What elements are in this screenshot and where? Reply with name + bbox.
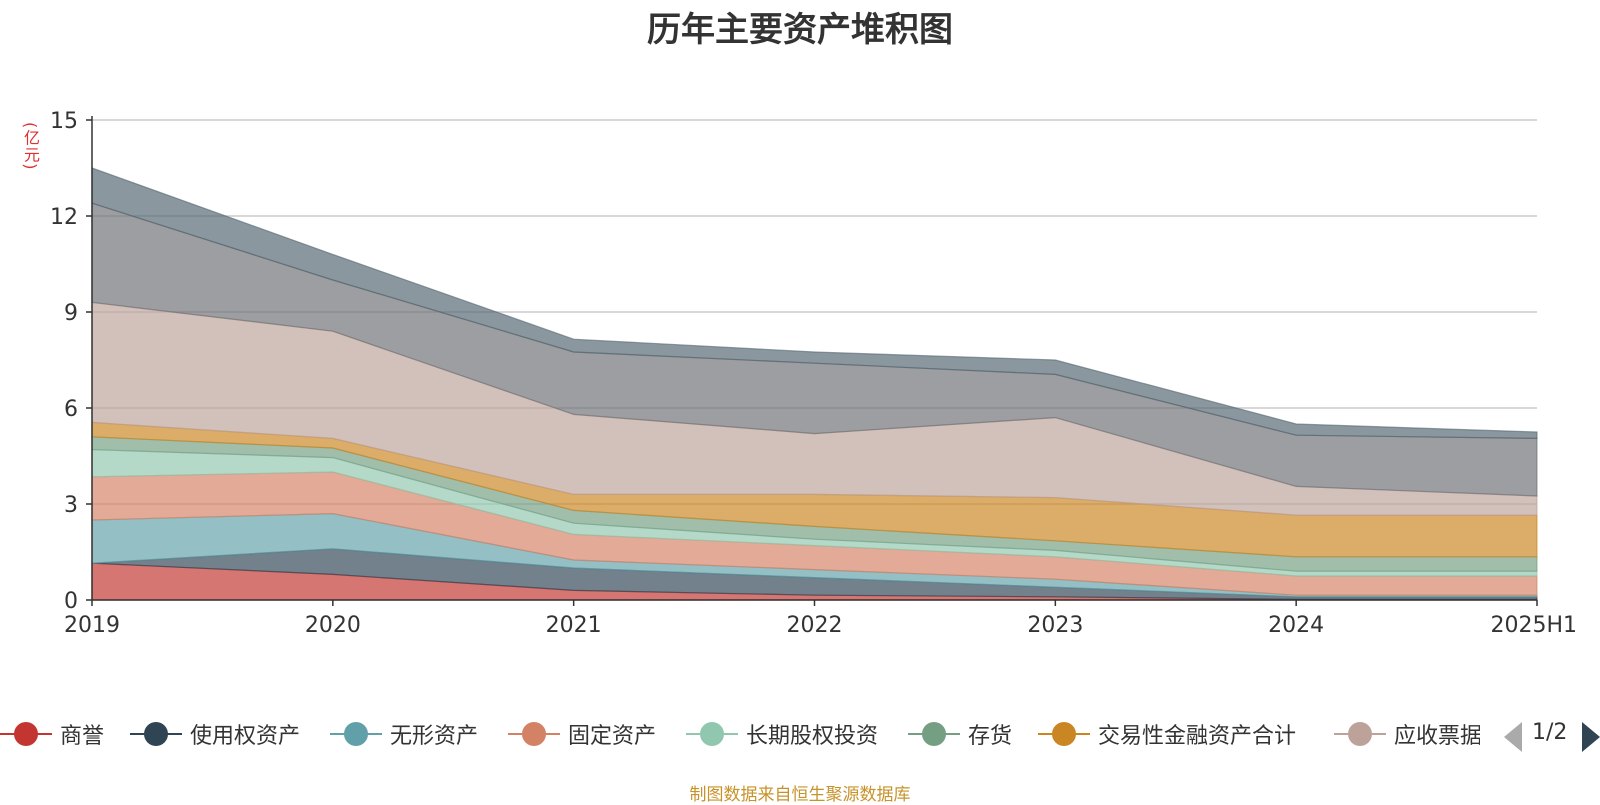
legend-pager: 1/2: [1494, 718, 1600, 752]
legend-marker-icon: [130, 721, 182, 747]
y-tick-label: 12: [50, 205, 78, 230]
source-note: 制图数据来自恒生聚源数据库: [689, 785, 911, 805]
y-tick-label: 0: [64, 589, 78, 614]
legend-page-indicator: 1/2: [1532, 720, 1568, 745]
legend-label: 使用权资产: [190, 724, 301, 749]
legend: 商誉 使用权资产 无形资产 固定资产 长期股权投资 存货 交易性金融资产合计 应收票据: [0, 714, 1480, 754]
legend-label: 应收票据: [1394, 724, 1480, 749]
legend-prev-arrow-icon[interactable]: [1504, 722, 1522, 752]
legend-item[interactable]: 无形资产: [330, 714, 478, 754]
legend-item[interactable]: 固定资产: [508, 714, 656, 754]
legend-label: 无形资产: [390, 724, 479, 749]
legend-marker-icon: [0, 721, 52, 747]
legend-marker-icon: [1038, 721, 1090, 747]
x-tick-label: 2019: [64, 613, 120, 638]
x-tick-label: 2025H1: [1490, 613, 1577, 638]
y-tick-label: 15: [50, 109, 78, 134]
legend-item[interactable]: 交易性金融资产合计: [1038, 714, 1296, 754]
x-tick-label: 2020: [305, 613, 361, 638]
legend-item[interactable]: 存货: [908, 714, 1012, 754]
legend-label: 交易性金融资产合计: [1098, 724, 1297, 749]
x-tick-label: 2023: [1027, 613, 1083, 638]
legend-next-arrow-icon[interactable]: [1582, 722, 1600, 752]
legend-label: 存货: [968, 724, 1013, 749]
legend-label: 商誉: [60, 724, 105, 749]
legend-marker-icon: [330, 721, 382, 747]
legend-marker-icon: [908, 721, 960, 747]
legend-marker-icon: [1334, 721, 1386, 747]
legend-item[interactable]: 商誉: [0, 714, 104, 754]
legend-label: 固定资产: [568, 724, 657, 749]
y-axis-unit: (亿元): [21, 122, 40, 171]
x-tick-label: 2021: [546, 613, 602, 638]
y-tick-label: 6: [64, 397, 78, 422]
legend-marker-icon: [508, 721, 560, 747]
chart-title: 历年主要资产堆积图: [647, 10, 953, 50]
legend-marker-icon: [686, 721, 738, 747]
y-tick-label: 9: [64, 301, 78, 326]
legend-label: 长期股权投资: [746, 724, 879, 749]
legend-item[interactable]: 长期股权投资: [686, 714, 878, 754]
y-tick-label: 3: [64, 493, 78, 518]
area-series-9: [91, 167, 1538, 440]
x-tick-label: 2022: [787, 613, 843, 638]
legend-item[interactable]: 应收票据: [1334, 714, 1480, 754]
x-tick-label: 2024: [1268, 613, 1324, 638]
legend-item[interactable]: 使用权资产: [130, 714, 300, 754]
